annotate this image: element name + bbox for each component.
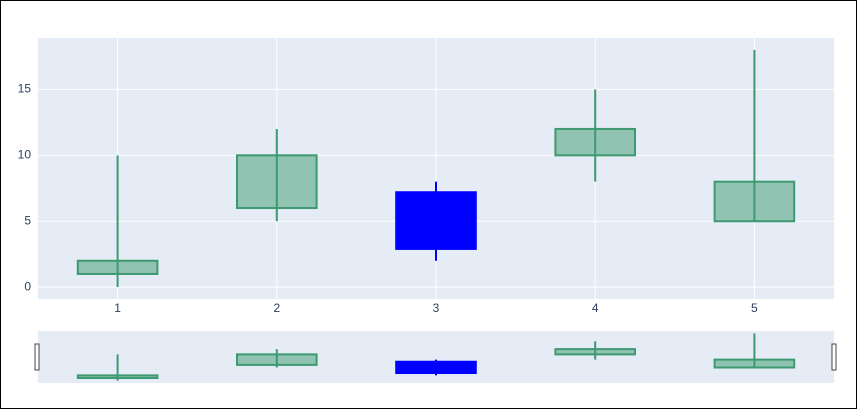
range-handle-right[interactable] xyxy=(831,343,837,371)
x-tick-label: 2 xyxy=(273,301,280,315)
y-tick-label: 5 xyxy=(24,213,31,227)
candle-body xyxy=(395,191,477,250)
y-tick-label: 15 xyxy=(18,82,32,96)
range-slider-candles xyxy=(76,333,796,381)
x-tick-label: 4 xyxy=(592,301,599,315)
candle-body xyxy=(554,127,637,157)
candles xyxy=(76,49,796,288)
candle-body xyxy=(554,348,637,356)
candle-body xyxy=(76,374,159,380)
y-tick-label: 0 xyxy=(24,279,31,293)
candle-body xyxy=(236,353,318,366)
candle-body xyxy=(76,259,159,275)
candle-body xyxy=(713,358,796,369)
candle-body xyxy=(236,154,318,210)
range-handle-left[interactable] xyxy=(34,343,40,371)
y-tick-label: 10 xyxy=(18,147,32,161)
candle-body xyxy=(713,180,796,223)
x-tick-label: 3 xyxy=(433,301,440,315)
x-tick-label: 1 xyxy=(114,301,121,315)
x-tick-label: 5 xyxy=(751,301,758,315)
candle-body xyxy=(395,360,477,375)
